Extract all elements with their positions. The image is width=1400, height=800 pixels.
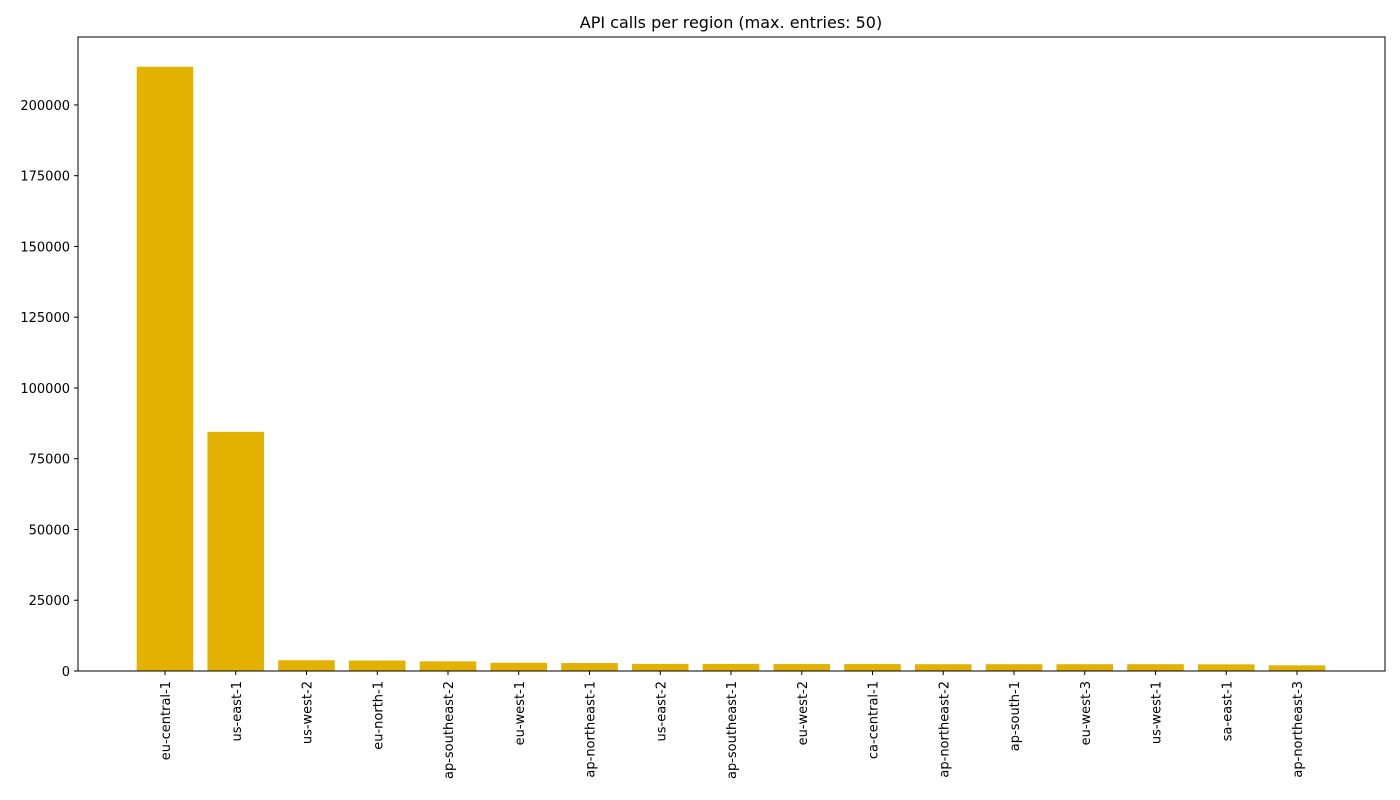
x-tick-label: eu-west-3 bbox=[1079, 681, 1094, 745]
x-tick-label: us-west-1 bbox=[1150, 681, 1165, 744]
bars-group bbox=[136, 66, 1326, 672]
y-tick-label: 0 bbox=[62, 665, 70, 680]
x-axis: eu-central-1 us-east-1 us-west-2 eu-north-1… bbox=[159, 671, 1306, 779]
x-tick-label: ap-northeast-2 bbox=[937, 681, 952, 778]
bar-us-west-1 bbox=[1127, 664, 1184, 671]
bar-eu-west-2 bbox=[773, 664, 831, 671]
y-tick-label: 100000 bbox=[20, 382, 70, 397]
bar-eu-central-1 bbox=[136, 66, 194, 672]
bar-eu-west-3 bbox=[1056, 664, 1114, 671]
x-tick-label: ca-central-1 bbox=[867, 681, 882, 759]
bar-ap-northeast-3 bbox=[1268, 665, 1326, 671]
bar-eu-north-1 bbox=[348, 660, 406, 671]
x-tick-label: eu-west-1 bbox=[513, 681, 528, 745]
y-tick-label: 75000 bbox=[29, 453, 70, 468]
bar-us-east-1 bbox=[207, 431, 265, 671]
bar-ap-south-1 bbox=[985, 664, 1043, 671]
bar-ap-southeast-2 bbox=[419, 661, 477, 671]
x-tick-label: us-west-2 bbox=[301, 681, 316, 744]
y-tick-label: 175000 bbox=[20, 170, 70, 185]
y-tick-label: 200000 bbox=[20, 99, 70, 114]
x-tick-label: eu-north-1 bbox=[371, 681, 386, 750]
x-tick-label: eu-central-1 bbox=[159, 681, 174, 760]
x-tick-label: ap-south-1 bbox=[1008, 681, 1023, 751]
x-tick-label: us-east-2 bbox=[654, 681, 669, 742]
bar-eu-west-1 bbox=[490, 662, 548, 671]
chart-title: API calls per region (max. entries: 50) bbox=[580, 13, 882, 32]
y-tick-label: 50000 bbox=[29, 523, 70, 538]
plot-frame bbox=[77, 36, 1386, 672]
bar-ap-northeast-1 bbox=[561, 663, 618, 671]
bar-sa-east-1 bbox=[1197, 664, 1255, 671]
y-axis: 0 25000 50000 75000 100000 125000 150000 175000… bbox=[20, 99, 78, 680]
y-tick-label: 25000 bbox=[29, 594, 70, 609]
bar-ap-northeast-2 bbox=[914, 664, 972, 671]
x-tick-label: eu-west-2 bbox=[796, 681, 811, 745]
x-tick-label: sa-east-1 bbox=[1220, 681, 1235, 741]
y-tick-label: 125000 bbox=[20, 311, 70, 326]
x-tick-label: ap-northeast-1 bbox=[584, 681, 599, 778]
bar-us-west-2 bbox=[278, 660, 335, 671]
x-tick-label: us-east-1 bbox=[230, 681, 245, 742]
y-tick-label: 150000 bbox=[20, 240, 70, 255]
bar-ap-southeast-1 bbox=[702, 663, 760, 671]
x-tick-label: ap-southeast-2 bbox=[442, 681, 457, 779]
x-tick-label: ap-southeast-1 bbox=[725, 681, 740, 779]
bar-us-east-2 bbox=[631, 663, 689, 671]
x-tick-label: ap-northeast-3 bbox=[1291, 681, 1306, 778]
bar-ca-central-1 bbox=[844, 664, 901, 671]
